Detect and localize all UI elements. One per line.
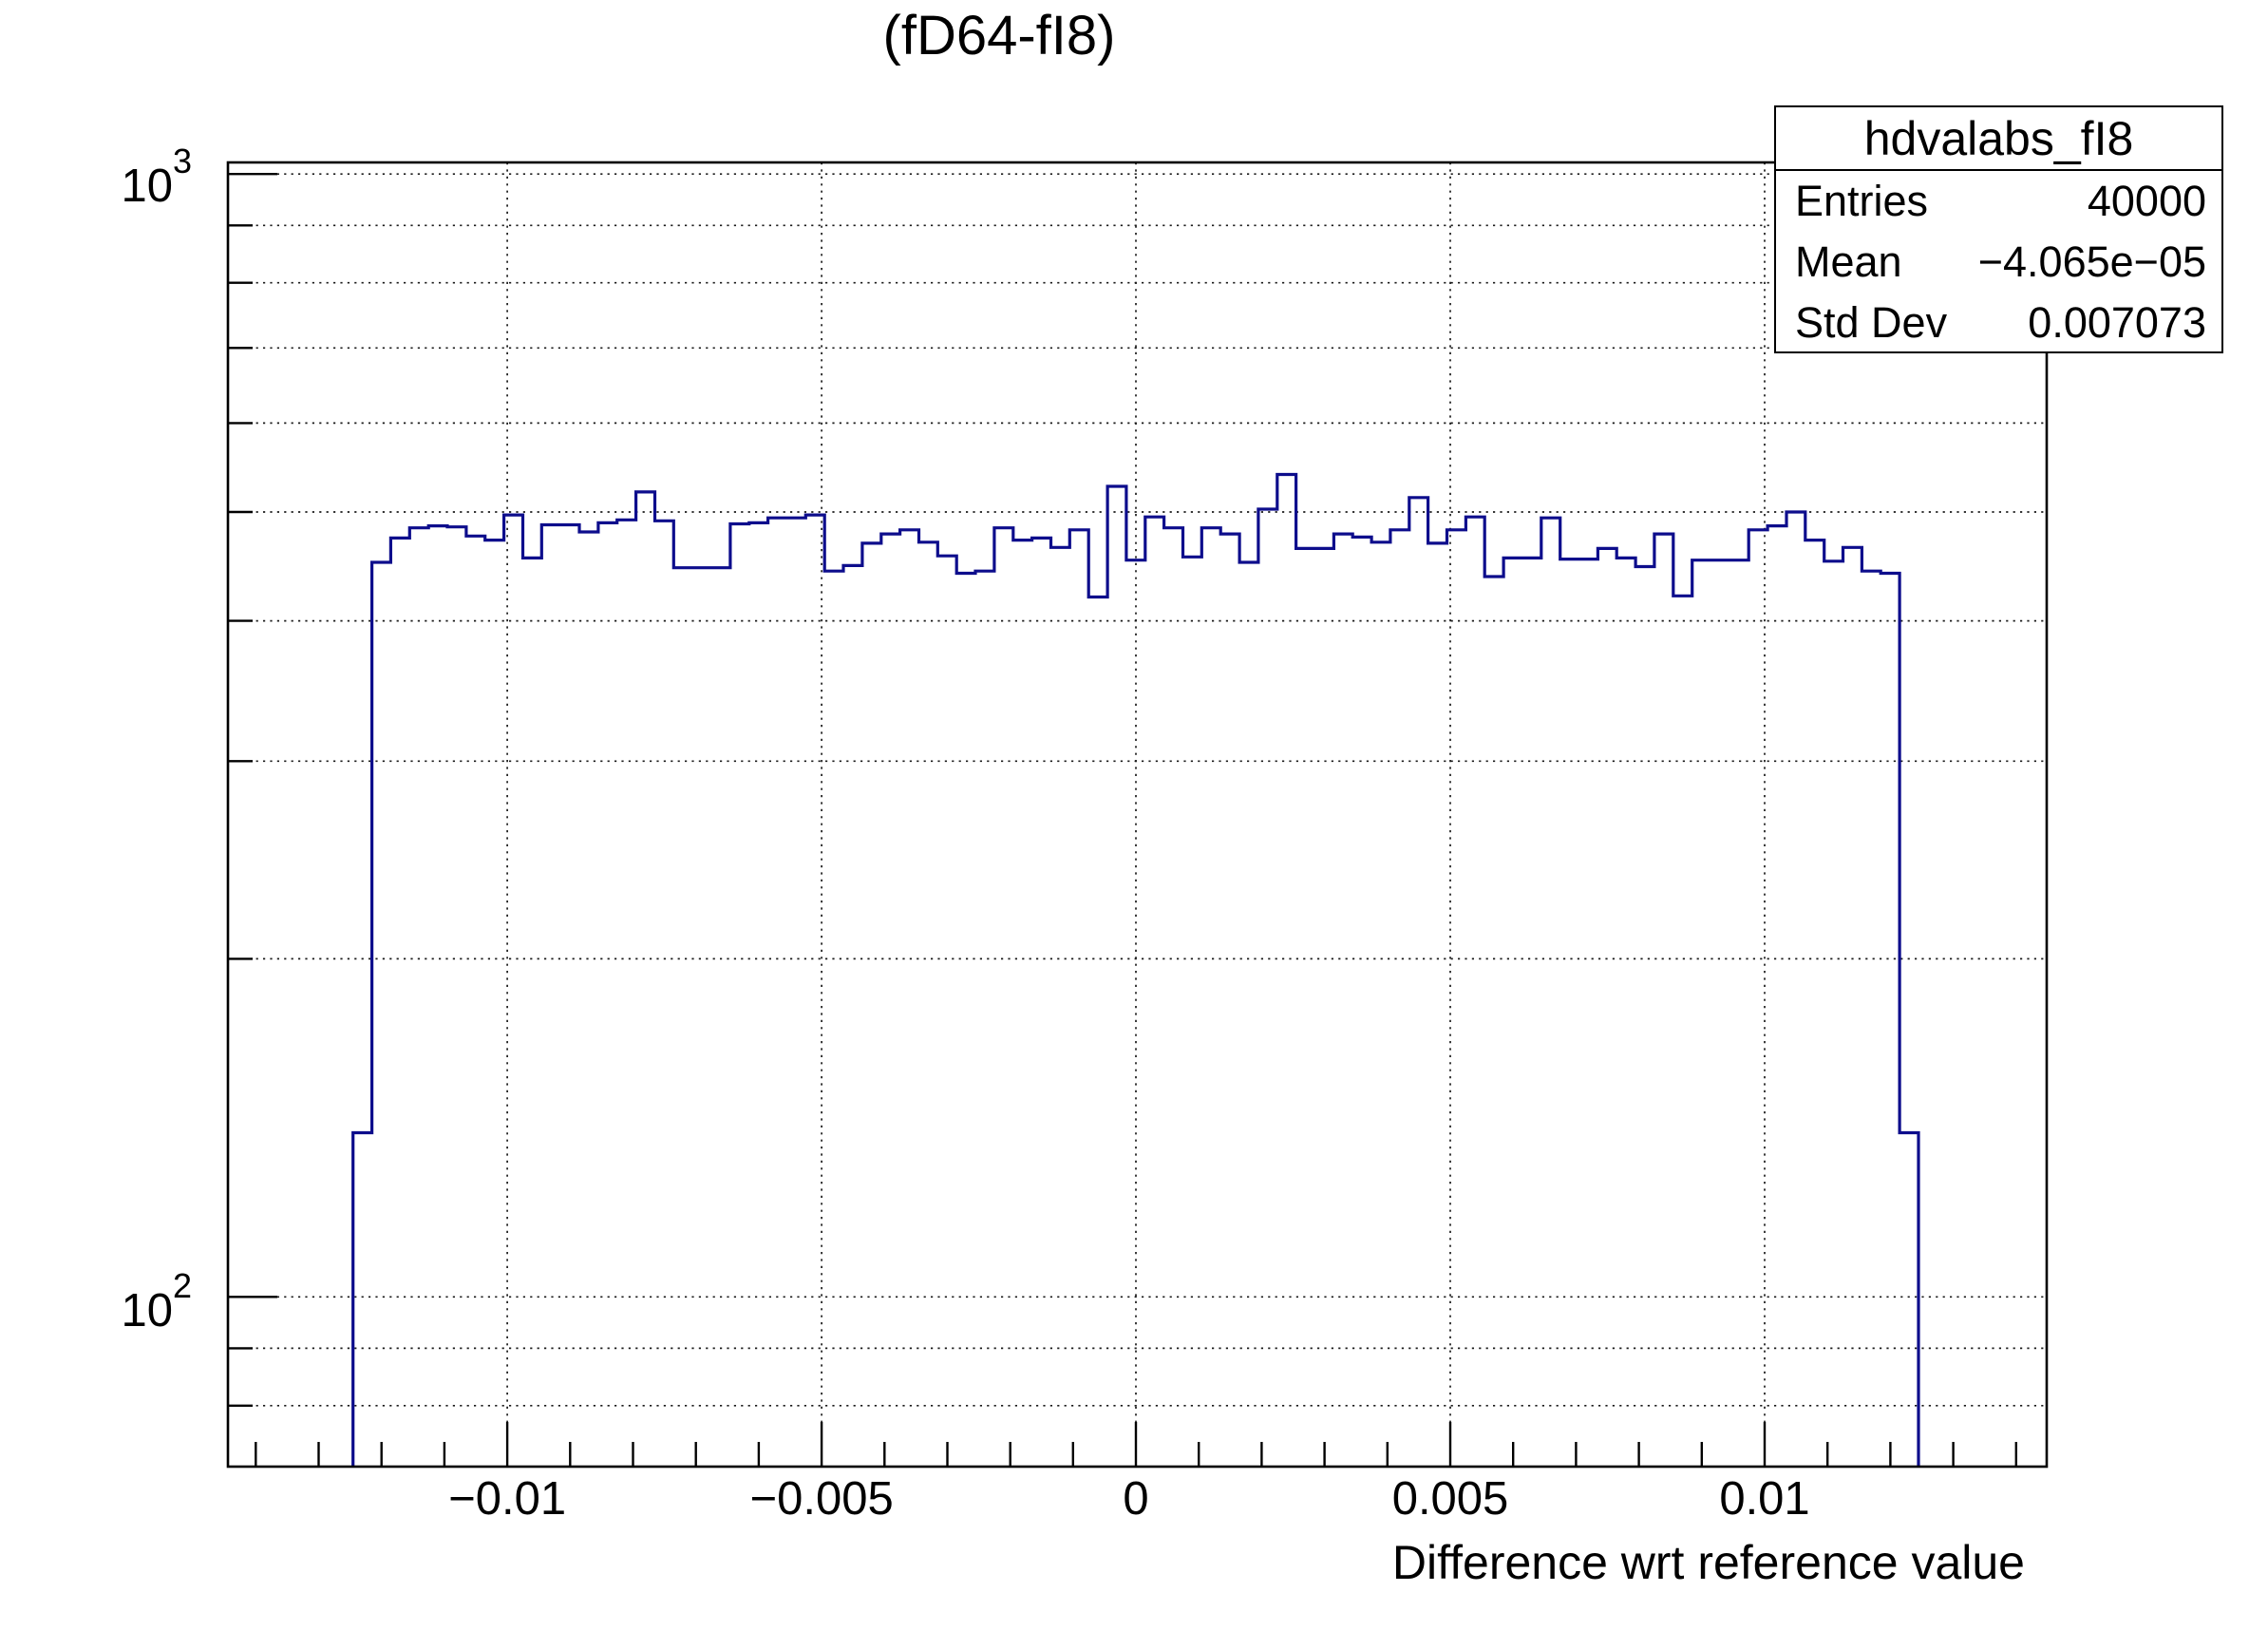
- x-tick-label: 0.005: [1391, 1473, 1509, 1525]
- y-gridlines: [228, 173, 2047, 1407]
- x-tick-label: −0.01: [448, 1473, 567, 1525]
- x-tick-label: −0.005: [749, 1473, 894, 1525]
- x-tick-label: 0: [1123, 1473, 1149, 1525]
- x-gridlines: [506, 162, 1766, 1467]
- x-tick-label: 0.01: [1719, 1473, 1810, 1525]
- stats-label: Std Dev: [1795, 298, 1948, 347]
- stats-box-title: hdvalabs_fI8: [1776, 107, 2221, 171]
- y-tick-label-base: 10: [121, 1285, 173, 1336]
- y-tick-label-exponent: 2: [172, 1266, 192, 1305]
- stats-row-entries: Entries 40000: [1776, 171, 2221, 232]
- stats-label: Mean: [1795, 237, 1902, 286]
- stats-row-stddev: Std Dev 0.007073: [1776, 293, 2221, 353]
- y-tick-label-1e3: 103: [121, 144, 192, 210]
- stats-label: Entries: [1795, 177, 1929, 225]
- stats-value: 40000: [2087, 177, 2206, 225]
- x-axis-ticks: [255, 1422, 2018, 1467]
- stats-row-mean: Mean −4.065e−05: [1776, 232, 2221, 293]
- x-axis-title: Difference wrt reference value: [1391, 1536, 2025, 1589]
- plot-title: (fD64-fI8): [882, 5, 1116, 66]
- y-tick-label-1e2: 102: [121, 1269, 192, 1335]
- stats-value: 0.007073: [2028, 298, 2206, 347]
- y-tick-label-exponent: 3: [172, 142, 192, 180]
- y-axis-ticks: [228, 172, 277, 1408]
- plot-frame: [226, 161, 2049, 1469]
- histogram-step-line: [351, 472, 1920, 1467]
- stats-box: hdvalabs_fI8 Entries 40000 Mean −4.065e−…: [1774, 105, 2223, 353]
- y-tick-label-base: 10: [121, 161, 173, 212]
- stats-value: −4.065e−05: [1977, 237, 2206, 286]
